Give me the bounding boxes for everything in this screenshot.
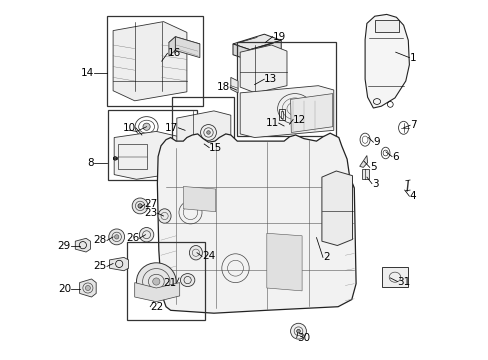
Text: 15: 15 [209,143,222,153]
Polygon shape [365,14,408,108]
Bar [172,97,234,184]
Polygon shape [240,45,286,93]
Ellipse shape [180,274,194,287]
Text: 3: 3 [371,179,378,189]
Text: 18: 18 [216,82,230,92]
Text: 14: 14 [81,68,94,78]
Ellipse shape [158,209,171,223]
Polygon shape [177,111,230,182]
Polygon shape [290,94,332,132]
Polygon shape [168,37,175,56]
Ellipse shape [290,323,306,339]
Text: 1: 1 [408,53,415,63]
Ellipse shape [139,228,153,242]
Ellipse shape [152,278,160,285]
Ellipse shape [206,131,210,134]
Polygon shape [109,257,128,271]
Polygon shape [134,283,179,302]
Polygon shape [113,22,186,101]
Polygon shape [232,44,249,60]
Text: 27: 27 [144,199,157,210]
Polygon shape [249,40,281,60]
Polygon shape [321,171,352,246]
Text: 5: 5 [369,162,376,172]
Text: 10: 10 [122,123,136,133]
Ellipse shape [132,198,148,214]
Text: 31: 31 [397,276,410,287]
Text: 16: 16 [167,48,181,58]
Polygon shape [168,37,200,50]
Ellipse shape [142,123,150,130]
Polygon shape [157,133,355,313]
Text: 22: 22 [150,302,163,312]
Text: 28: 28 [94,235,107,246]
Polygon shape [240,86,333,138]
Text: 30: 30 [296,333,309,343]
Bar [127,242,204,320]
Bar [107,16,203,106]
Text: 21: 21 [163,278,177,288]
Ellipse shape [114,235,119,239]
Bar [374,20,399,32]
Bar [361,169,368,179]
Polygon shape [183,186,215,212]
Bar [118,144,146,169]
Text: 11: 11 [265,118,278,128]
Text: 20: 20 [58,284,71,294]
Text: 17: 17 [164,123,178,133]
Ellipse shape [85,285,90,291]
Polygon shape [80,279,96,297]
Text: 9: 9 [373,137,379,147]
Text: 24: 24 [202,251,215,261]
Text: 26: 26 [126,233,139,243]
Bar [381,267,407,287]
Ellipse shape [136,263,176,300]
Polygon shape [359,156,367,167]
Ellipse shape [108,229,124,245]
Text: 12: 12 [292,114,305,125]
Polygon shape [175,37,200,58]
Polygon shape [75,238,90,252]
Ellipse shape [189,246,202,260]
Polygon shape [114,131,179,179]
Text: 7: 7 [409,120,416,130]
Polygon shape [232,34,281,50]
Ellipse shape [291,106,298,112]
Text: 4: 4 [408,191,415,201]
Text: 19: 19 [272,32,285,42]
Text: 8: 8 [87,158,94,168]
Bar [107,110,197,180]
Text: 25: 25 [94,261,107,271]
Ellipse shape [138,204,142,208]
Text: 13: 13 [264,74,277,84]
Text: 23: 23 [144,208,157,218]
Bar [237,42,336,136]
Bar [280,111,283,118]
Polygon shape [230,77,238,93]
Text: 6: 6 [391,152,398,162]
Bar [278,109,285,120]
Polygon shape [266,233,302,291]
Text: 29: 29 [58,240,71,251]
Ellipse shape [296,329,300,333]
Text: 2: 2 [322,252,329,262]
